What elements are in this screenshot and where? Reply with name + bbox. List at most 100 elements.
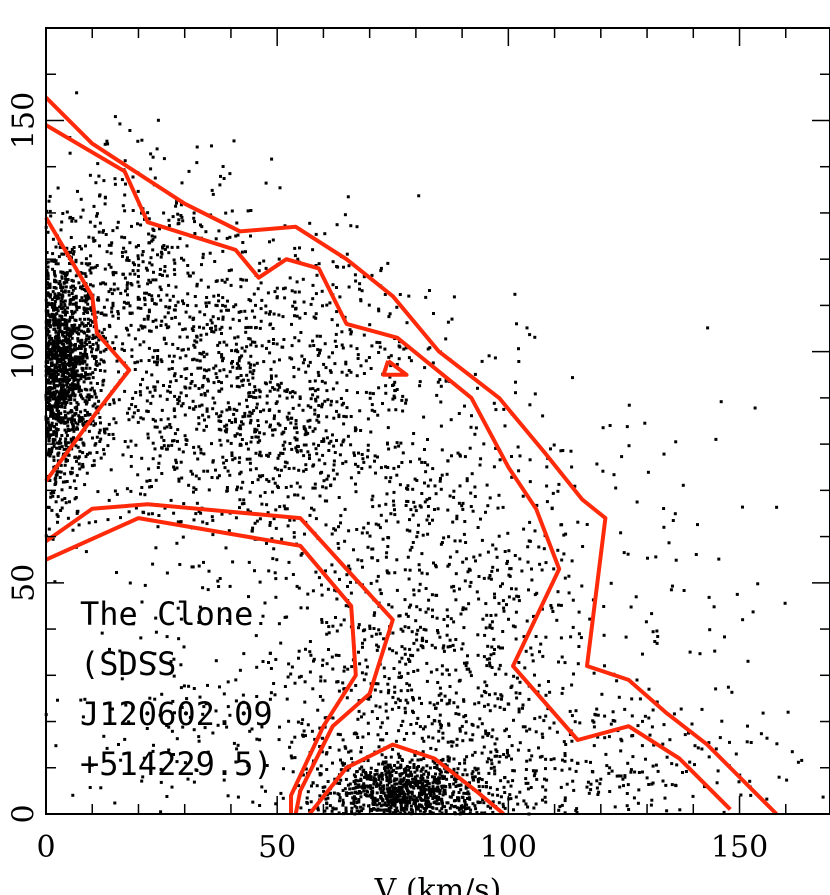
data-point (379, 790, 383, 794)
data-point (192, 325, 196, 329)
data-point (71, 384, 75, 388)
data-point (526, 560, 530, 564)
data-point (406, 789, 410, 793)
data-point (369, 430, 373, 434)
data-point (237, 426, 241, 430)
data-point (60, 498, 64, 502)
data-point (630, 714, 634, 718)
data-point (359, 795, 363, 799)
data-point (477, 701, 481, 705)
data-point (80, 342, 84, 345)
data-point (238, 433, 242, 437)
data-point (375, 782, 379, 786)
data-point (49, 427, 53, 431)
data-point (241, 241, 245, 244)
data-point (165, 635, 169, 639)
data-point (386, 799, 390, 803)
data-point (71, 422, 74, 426)
data-point (214, 324, 218, 328)
data-point (344, 362, 348, 366)
data-point (427, 782, 431, 786)
data-point (258, 804, 262, 807)
data-point (86, 263, 90, 267)
data-point (75, 511, 79, 515)
data-point (400, 785, 404, 789)
data-point (81, 422, 85, 426)
data-point (447, 535, 451, 539)
data-point (107, 433, 111, 436)
data-point (352, 732, 356, 736)
data-point (127, 407, 131, 411)
data-point (198, 404, 202, 408)
data-point (391, 695, 395, 699)
data-point (379, 513, 383, 517)
data-point (90, 347, 94, 351)
data-point (168, 423, 172, 426)
data-point (403, 811, 407, 815)
data-point (190, 372, 193, 376)
data-point (406, 484, 410, 488)
data-point (167, 251, 171, 255)
data-point (344, 806, 348, 810)
data-point (84, 274, 88, 278)
data-point (243, 414, 247, 418)
data-point (268, 451, 272, 455)
data-point (435, 807, 439, 811)
data-point (435, 616, 439, 620)
data-point (392, 768, 396, 772)
data-point (245, 345, 249, 349)
data-point (175, 466, 179, 470)
data-point (420, 571, 424, 575)
data-point (528, 727, 532, 731)
data-point (404, 612, 408, 616)
data-point (68, 428, 72, 432)
data-point (370, 793, 374, 797)
data-point (237, 359, 241, 363)
data-point (312, 463, 316, 467)
data-point (233, 417, 237, 421)
data-point (191, 271, 195, 275)
data-point (61, 270, 65, 274)
data-point (75, 401, 79, 405)
data-point (393, 802, 397, 806)
data-point (61, 322, 64, 326)
data-point (361, 784, 365, 788)
data-point (321, 698, 325, 702)
data-point (444, 810, 448, 814)
data-point (406, 671, 410, 675)
data-point (401, 409, 405, 413)
data-point (46, 355, 50, 359)
data-point (56, 354, 60, 358)
data-point (154, 478, 158, 482)
data-point (205, 352, 209, 356)
data-point (393, 764, 396, 767)
data-point (569, 449, 573, 453)
data-point (52, 308, 55, 312)
data-point (54, 374, 58, 378)
data-point (205, 323, 209, 326)
data-point (327, 648, 330, 651)
data-point (204, 702, 208, 706)
data-point (672, 712, 676, 716)
data-point (46, 453, 50, 457)
data-point (331, 260, 335, 264)
data-point (166, 389, 170, 393)
data-point (563, 754, 567, 758)
data-point (205, 522, 209, 526)
data-point (258, 326, 262, 330)
data-point (46, 230, 50, 234)
data-point (369, 771, 373, 775)
data-point (248, 421, 252, 425)
data-point (50, 374, 54, 378)
data-point (468, 446, 472, 450)
data-point (623, 707, 627, 711)
data-point (159, 298, 163, 302)
data-point (464, 792, 468, 795)
data-point (360, 289, 364, 293)
data-point (651, 764, 655, 768)
data-point (61, 480, 65, 484)
data-point (405, 773, 409, 777)
data-point (194, 474, 198, 478)
data-point (46, 381, 50, 385)
data-point (346, 768, 350, 772)
